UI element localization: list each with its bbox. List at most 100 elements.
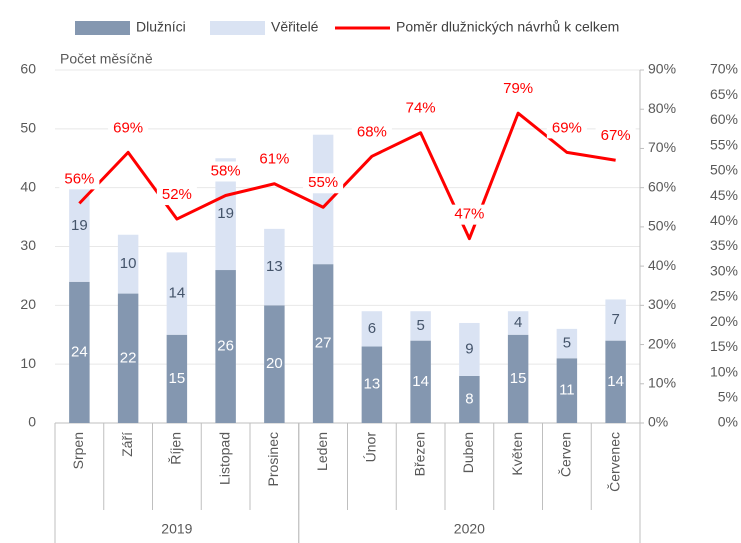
x-tick-label: Leden [314,432,330,471]
y2-tick-label: 30% [648,296,676,312]
legend-swatch [210,21,265,35]
bar-segment [507,334,529,423]
x-tick-label: Březen [411,432,427,476]
y-tick-label: 0 [28,414,36,430]
line-value-label: 68% [357,123,387,140]
y2-tick-label: 50% [648,218,676,234]
bar-value-label: 10 [120,255,137,272]
bar-segment [556,358,578,423]
bar-segment [605,340,626,423]
bar-value-label: 14 [607,373,624,390]
bar-segment [117,293,139,423]
y3-tick-label: 60% [710,111,738,127]
bar-value-label: 24 [71,343,88,360]
bar-value-label: 26 [217,337,234,354]
y-tick-label: 40 [20,178,36,194]
label-background [546,118,587,139]
y2-tick-label: 70% [648,139,676,155]
x-tick-label: Listopad [216,432,232,485]
bar-value-label: 22 [120,349,137,366]
label-background [595,126,636,147]
legend-label: Dlužníci [136,19,186,35]
x-tick-label: Srpen [70,432,86,469]
bar-segment [361,311,383,347]
bar-value-label: 13 [364,376,381,393]
bar-segment [312,134,334,265]
bar-value-label: 6 [368,320,376,337]
label-background [449,204,490,225]
x-tick-label: Červen [558,432,574,477]
bar-segment [215,158,236,271]
y3-tick-label: 0% [718,414,738,430]
legend-label: Poměr dlužnických návrhů k celkem [396,19,619,35]
legend-swatch [75,21,130,35]
line-value-label: 69% [552,119,582,136]
bar-segment [361,346,383,423]
y3-tick-label: 40% [710,212,738,228]
bar-value-label: 9 [465,340,473,357]
legend-label: Věřitelé [271,19,319,35]
group-label: 2020 [454,521,485,537]
y-tick-label: 20 [20,296,36,312]
bar-value-label: 27 [315,335,332,352]
bar-value-label: 15 [510,370,527,387]
y3-tick-label: 25% [710,288,738,304]
x-tick-label: Duben [460,432,476,473]
bar-segment [117,234,139,294]
y3-tick-label: 10% [710,363,738,379]
bar-value-label: 14 [169,285,186,302]
line-value-label: 74% [406,100,436,117]
x-tick-label: Září [119,432,135,457]
bar-segment [507,311,529,335]
y3-tick-label: 35% [710,237,738,253]
y2-tick-label: 40% [648,257,676,273]
line-value-label: 56% [64,170,94,187]
bar-value-label: 7 [611,311,619,328]
x-tick-label: Únor [363,432,379,463]
y2-tick-label: 60% [648,178,676,194]
bar-value-label: 11 [559,382,575,399]
y-tick-label: 30 [20,237,36,253]
bar-value-label: 14 [412,373,429,390]
bar-segment [264,305,285,423]
x-tick-label: Květen [509,432,525,476]
bar-value-label: 15 [169,370,186,387]
bar-segment [459,322,480,376]
x-tick-label: Říjen [168,432,184,465]
y-tick-label: 10 [20,355,36,371]
bar-segment [459,375,480,423]
y3-tick-label: 55% [710,136,738,152]
line-value-label: 67% [601,127,631,144]
label-background [156,185,197,206]
bar-segment [410,311,431,341]
y3-tick-label: 50% [710,162,738,178]
y3-tick-label: 20% [710,313,738,329]
bar-value-label: 5 [563,335,571,352]
line-value-label: 58% [211,162,241,179]
bar-value-label: 4 [514,314,522,331]
label-background [59,169,100,190]
bar-segment [166,252,188,335]
bar-value-label: 20 [266,355,283,372]
bar-segment [264,228,285,306]
label-background [205,161,246,182]
y2-tick-label: 90% [648,61,676,77]
bar-segment [410,340,431,423]
bar-value-label: 8 [465,390,473,407]
label-background [400,98,441,119]
line-value-label: 69% [113,119,143,136]
group-label: 2019 [161,521,192,537]
bar-segment [166,334,188,423]
y2-tick-label: 10% [648,374,676,390]
y-axis-label: Počet měsíčně [60,51,153,67]
label-background [108,118,149,139]
bar-segment [215,270,236,423]
bar-segment [556,328,578,359]
bar-value-label: 13 [266,258,283,275]
x-tick-label: Prosinec [265,432,281,486]
y3-tick-label: 30% [710,262,738,278]
line-value-label: 55% [308,174,338,191]
ratio-line [78,111,616,241]
bar-value-label: 19 [71,217,88,234]
